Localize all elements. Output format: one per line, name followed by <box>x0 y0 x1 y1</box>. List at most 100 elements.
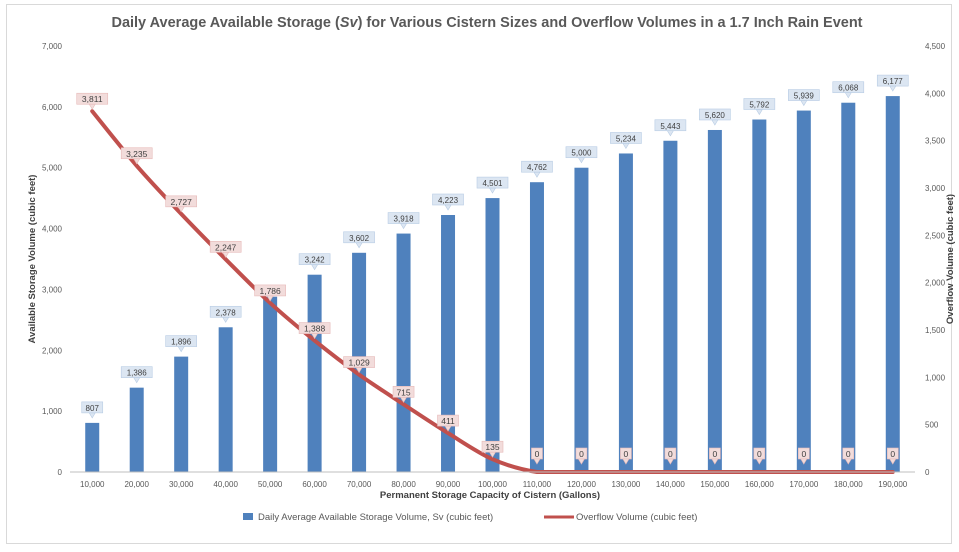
bar-data-label: 1,896 <box>171 338 192 347</box>
bar-data-label-pointer <box>755 109 763 116</box>
bar-data-label-pointer <box>311 264 319 271</box>
line-data-label-pointer <box>444 425 452 432</box>
line-data-label-callout: 1,029 <box>343 356 375 374</box>
bar-data-label: 5,443 <box>660 122 681 131</box>
y2-tick-label: 1,500 <box>925 326 946 335</box>
line-data-label-pointer <box>266 295 274 302</box>
line-data-label-pointer <box>577 458 585 465</box>
line-data-label-callout: 0 <box>531 447 543 465</box>
line-data-label-pointer <box>666 458 674 465</box>
x-tick-label: 180,000 <box>834 480 863 489</box>
bar-data-label: 3,602 <box>349 234 370 243</box>
chart-title-part-3: ) for Various Cistern Sizes and Overflow… <box>358 15 863 31</box>
line-data-label: 1,786 <box>259 286 281 296</box>
bar-data-label-pointer <box>889 85 897 92</box>
bar <box>618 153 633 473</box>
line-data-label: 2,727 <box>171 197 193 207</box>
bar <box>529 182 544 472</box>
bar <box>396 233 411 472</box>
bar <box>885 96 900 473</box>
x-axis-title: Permanent Storage Capacity of Cistern (G… <box>380 490 600 501</box>
line-data-label: 0 <box>668 449 673 459</box>
line-data-label-callout: 3,811 <box>76 92 109 110</box>
line-data-label-callout: 2,247 <box>209 240 242 258</box>
bar-data-label-callout: 5,443 <box>654 119 687 137</box>
y-tick-label: 3,000 <box>42 285 63 294</box>
line-data-label: 0 <box>713 449 718 459</box>
line-data-label-pointer <box>222 251 230 258</box>
y2-tick-label: 1,000 <box>925 373 946 382</box>
line-data-label: 0 <box>846 449 851 459</box>
line-data-label-callout: 1,388 <box>298 322 331 340</box>
x-tick-label: 150,000 <box>700 480 729 489</box>
line-data-label: 0 <box>535 449 540 459</box>
line-data-label-callout: 3,235 <box>120 147 153 165</box>
bar <box>841 102 856 472</box>
x-tick-label: 160,000 <box>745 480 774 489</box>
line-data-label-pointer <box>311 333 319 340</box>
bar-data-label: 5,792 <box>749 101 770 110</box>
bar-data-label-callout: 2,378 <box>209 305 242 323</box>
line-data-label-pointer <box>889 458 897 465</box>
x-tick-label: 170,000 <box>789 480 818 489</box>
x-tick-label: 120,000 <box>567 480 596 489</box>
bar-data-label-pointer <box>622 143 630 150</box>
bar-data-label-callout: 1,386 <box>120 366 153 384</box>
bar-data-label-callout: 807 <box>81 401 104 419</box>
x-tick-label: 110,000 <box>523 480 552 489</box>
bar-data-label: 1,386 <box>127 369 148 378</box>
bar-data-label-callout: 4,223 <box>432 193 464 211</box>
bar-data-label: 807 <box>86 404 100 413</box>
line-data-label-pointer <box>177 206 185 213</box>
bar-data-label-callout: 3,242 <box>298 253 331 271</box>
line-data-label-pointer <box>844 458 852 465</box>
bar <box>85 422 100 472</box>
y2-tick-label: 3,500 <box>925 137 946 146</box>
line-data-label-pointer <box>622 458 630 465</box>
bar-series: 807 1,386 1,896 2,378 3,242 3,602 3,918 4,223 4,… <box>81 74 909 473</box>
bar-data-label-callout: 3,918 <box>387 212 420 230</box>
bar-data-label-callout: 6,177 <box>876 74 909 92</box>
y-tick-label: 6,000 <box>42 103 63 112</box>
line-data-label: 715 <box>396 387 410 397</box>
bar <box>752 119 767 472</box>
bar <box>707 129 722 473</box>
line-data-label: 1,388 <box>304 324 326 334</box>
line-data-label-callout: 0 <box>753 447 766 465</box>
bar-data-label: 4,501 <box>482 179 503 188</box>
y2-tick-label: 4,000 <box>925 89 946 98</box>
bar-data-label-pointer <box>177 346 185 353</box>
bar-data-label: 5,939 <box>794 92 815 101</box>
bar-data-label-pointer <box>488 187 497 194</box>
legend-bar-swatch <box>243 513 253 520</box>
line-data-label-callout: 0 <box>709 447 721 465</box>
bar-data-label: 4,223 <box>438 196 459 205</box>
bar-data-label-callout: 4,501 <box>476 176 509 194</box>
bar-data-label-pointer <box>844 92 852 99</box>
bar <box>796 110 811 472</box>
legend-line-label: Overflow Volume (cubic feet) <box>576 512 697 523</box>
legend: Daily Average Available Storage Volume, … <box>243 512 697 523</box>
bar-data-label-pointer <box>533 171 541 178</box>
line-data-label: 411 <box>441 416 455 426</box>
x-tick-label: 50,000 <box>258 480 283 489</box>
y-tick-label: 7,000 <box>42 42 63 51</box>
bar <box>441 215 456 472</box>
y-tick-label: 1,000 <box>42 407 63 416</box>
bar-data-label-pointer <box>577 157 585 164</box>
y2-tick-label: 2,000 <box>925 279 946 288</box>
line-data-label: 0 <box>890 449 895 459</box>
line-data-label-callout: 0 <box>620 447 632 465</box>
bar-data-label: 3,918 <box>394 215 415 224</box>
bar-data-label: 5,620 <box>705 111 726 120</box>
bar-data-label-pointer <box>666 130 674 137</box>
line-data-label-pointer <box>133 158 141 165</box>
bar-data-label-pointer <box>133 377 141 384</box>
bar-data-label-callout: 4,762 <box>521 160 553 178</box>
bar-data-label-callout: 3,602 <box>343 231 375 249</box>
y2-axis-title: Overflow Volume (cubic feet) <box>945 194 956 324</box>
line-data-label-pointer <box>755 458 763 465</box>
y2-tick-label: 2,500 <box>925 231 946 240</box>
x-tick-label: 30,000 <box>169 480 194 489</box>
line-data-label-callout: 0 <box>575 447 588 465</box>
